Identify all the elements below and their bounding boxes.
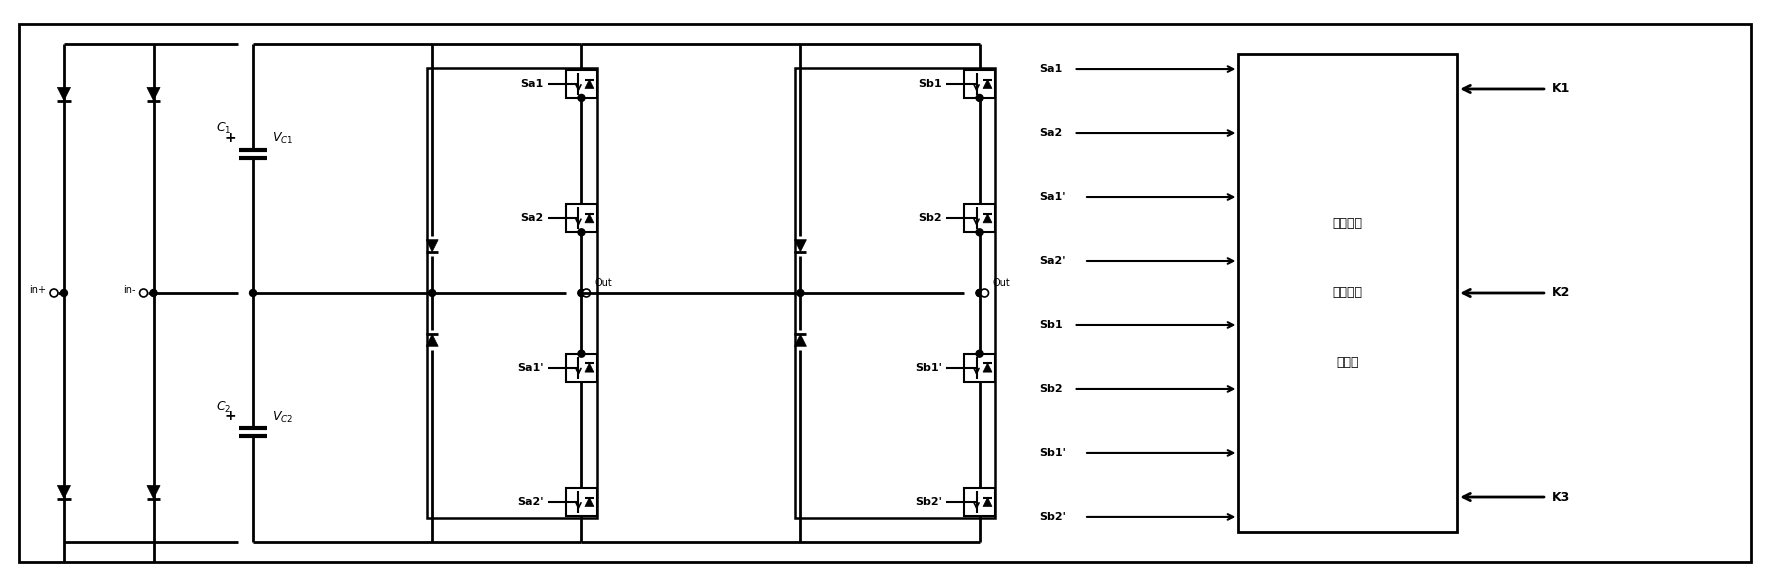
Circle shape <box>976 229 983 236</box>
Bar <box>565 488 597 516</box>
Circle shape <box>578 290 585 297</box>
Text: Sb2: Sb2 <box>1038 384 1063 394</box>
Text: Sa2: Sa2 <box>521 213 544 223</box>
Bar <box>565 205 597 232</box>
Polygon shape <box>147 486 159 498</box>
Polygon shape <box>983 214 992 223</box>
Polygon shape <box>425 240 438 252</box>
Polygon shape <box>983 79 992 89</box>
Bar <box>964 488 996 516</box>
Text: $C_1$: $C_1$ <box>216 121 232 136</box>
Text: Out: Out <box>594 278 611 288</box>
Text: $V_{C1}$: $V_{C1}$ <box>271 131 294 146</box>
Circle shape <box>60 290 67 297</box>
Text: Sb1: Sb1 <box>1038 320 1063 330</box>
Circle shape <box>429 290 436 297</box>
Polygon shape <box>57 87 71 100</box>
Polygon shape <box>794 240 806 252</box>
Text: K3: K3 <box>1552 490 1570 504</box>
Bar <box>1239 54 1457 532</box>
Circle shape <box>797 290 804 297</box>
Circle shape <box>578 229 585 236</box>
Circle shape <box>976 290 983 297</box>
Text: K1: K1 <box>1552 82 1570 96</box>
Circle shape <box>140 289 147 297</box>
Text: Sb1': Sb1' <box>1038 448 1067 458</box>
Text: in+: in+ <box>28 285 46 295</box>
Text: Sa2': Sa2' <box>517 497 544 507</box>
Text: Sb2': Sb2' <box>914 497 941 507</box>
Text: Sa2: Sa2 <box>1038 128 1063 138</box>
Text: Sa1': Sa1' <box>1038 192 1065 202</box>
Polygon shape <box>585 214 594 223</box>
Text: Sb2': Sb2' <box>1038 512 1067 522</box>
Polygon shape <box>585 497 594 507</box>
Text: Sb1: Sb1 <box>918 79 941 89</box>
Text: +: + <box>225 131 236 145</box>
Bar <box>796 68 996 518</box>
Text: Sa1: Sa1 <box>1038 64 1063 74</box>
Text: K2: K2 <box>1552 286 1570 300</box>
Polygon shape <box>794 334 806 346</box>
Text: Sa2': Sa2' <box>1038 256 1065 266</box>
Bar <box>964 205 996 232</box>
Polygon shape <box>147 87 159 100</box>
Text: in-: in- <box>122 285 136 295</box>
Text: 载波轮换: 载波轮换 <box>1333 217 1363 230</box>
Circle shape <box>250 290 257 297</box>
Text: +: + <box>225 409 236 423</box>
Polygon shape <box>425 334 438 346</box>
Circle shape <box>976 94 983 101</box>
Bar <box>427 68 597 518</box>
Polygon shape <box>57 486 71 498</box>
Text: $C_2$: $C_2$ <box>216 400 232 415</box>
Circle shape <box>578 94 585 101</box>
Text: Sb2: Sb2 <box>918 213 941 223</box>
Text: Sa1': Sa1' <box>517 363 544 373</box>
Circle shape <box>578 290 585 297</box>
Polygon shape <box>983 497 992 507</box>
Text: Sa1: Sa1 <box>521 79 544 89</box>
Bar <box>964 354 996 381</box>
Circle shape <box>50 289 58 297</box>
Circle shape <box>578 350 585 357</box>
Bar <box>565 354 597 381</box>
Bar <box>565 70 597 98</box>
Polygon shape <box>585 79 594 89</box>
Circle shape <box>976 350 983 357</box>
Text: Out: Out <box>992 278 1010 288</box>
Circle shape <box>980 289 989 297</box>
Circle shape <box>151 290 158 297</box>
Circle shape <box>976 290 983 297</box>
Bar <box>964 70 996 98</box>
Text: $V_{C2}$: $V_{C2}$ <box>271 410 292 425</box>
Text: 控制器: 控制器 <box>1336 356 1359 369</box>
Polygon shape <box>983 363 992 372</box>
Polygon shape <box>585 363 594 372</box>
Circle shape <box>583 289 590 297</box>
Text: Sb1': Sb1' <box>914 363 941 373</box>
Text: 脉宽调制: 脉宽调制 <box>1333 286 1363 300</box>
